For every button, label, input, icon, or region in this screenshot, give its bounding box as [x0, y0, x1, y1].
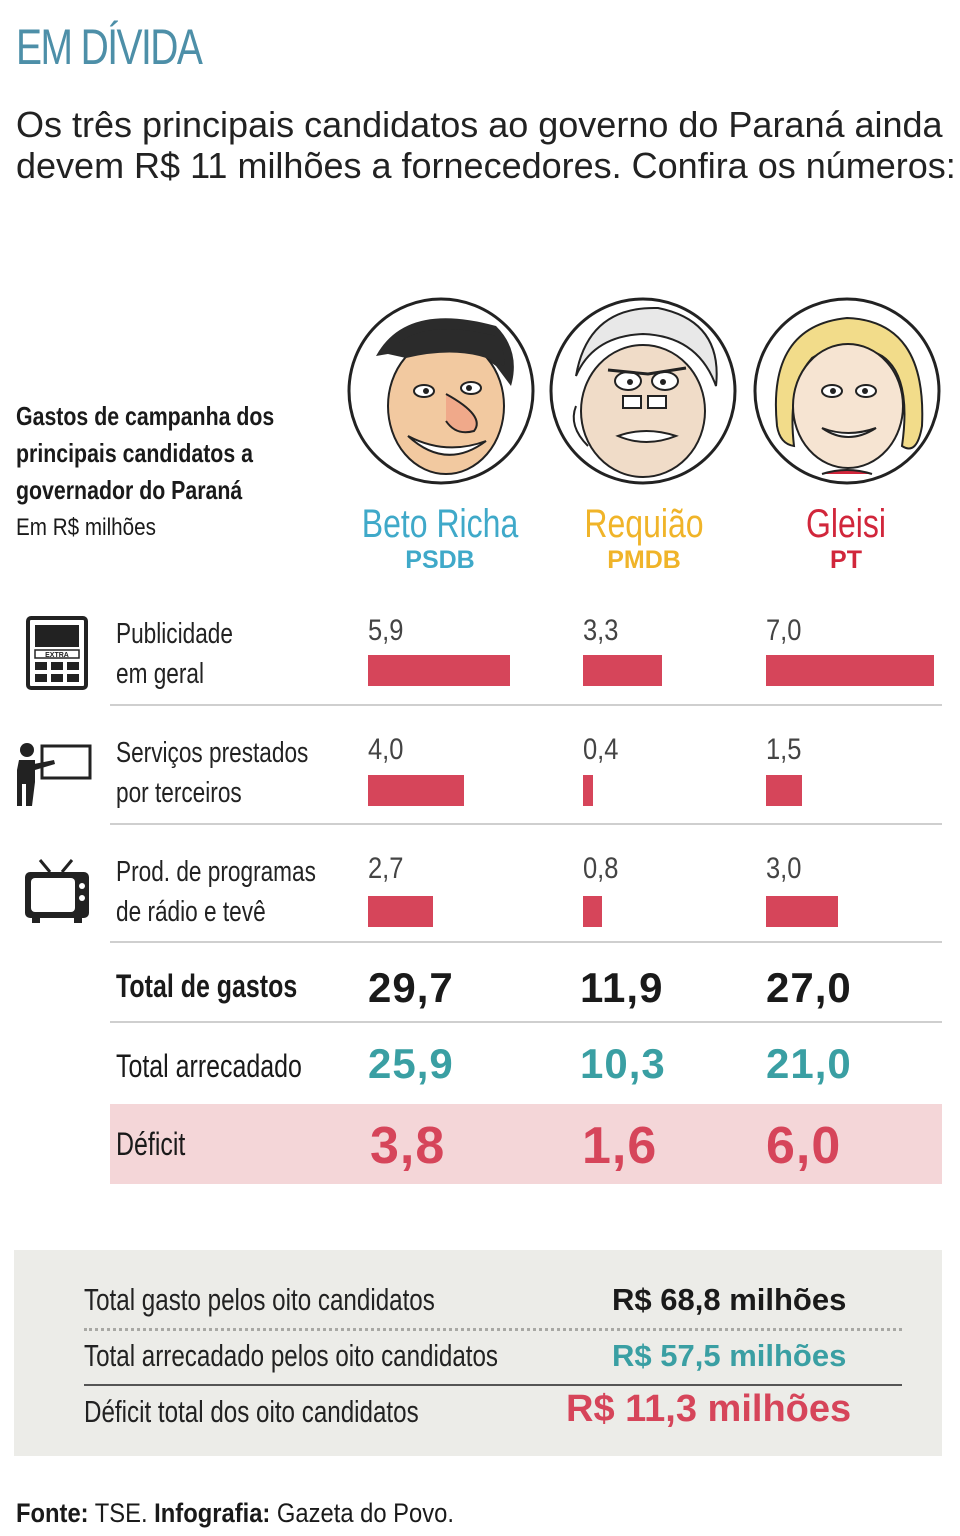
value-label: 7,0	[766, 614, 802, 647]
total-raised-value: 25,9	[368, 1040, 454, 1087]
beto-richa-portrait	[347, 297, 535, 485]
source-text: TSE.	[88, 1498, 155, 1528]
total-raised-label: Total arrecadado	[116, 1048, 302, 1084]
summary-label-raised: Total arrecadado pelos oito candidatos	[84, 1338, 499, 1373]
deficit-label: Déficit	[116, 1126, 186, 1162]
requiao-portrait	[549, 297, 737, 485]
total-raised-value: 21,0	[766, 1040, 852, 1087]
deficit-row-background	[110, 1104, 942, 1184]
value-label: 3,0	[766, 852, 802, 885]
row-divider	[110, 704, 942, 706]
candidate-name-gleisi: Gleisi	[805, 502, 887, 546]
total-raised-value: 10,3	[580, 1040, 666, 1087]
row-divider	[110, 941, 942, 943]
deficit-value: 1,6	[582, 1117, 658, 1175]
intro-text: Os três principais candidatos ao governo…	[16, 104, 956, 186]
summary-label-deficit: Déficit total dos oito candidatos	[84, 1394, 419, 1429]
category-label-line: Prod. de programas	[116, 856, 316, 888]
page-title: EM DÍVIDA	[16, 19, 203, 75]
value-label: 3,3	[583, 614, 619, 647]
candidate-name-beto-richa: Beto Richa	[361, 502, 519, 546]
summary-divider	[84, 1328, 902, 1331]
total-spent-value: 11,9	[580, 964, 664, 1011]
bar	[368, 655, 510, 686]
presenter-icon	[17, 743, 92, 806]
summary-box: Total gasto pelos oito candidatos R$ 68,…	[14, 1250, 942, 1456]
candidate-party-pt: PT	[830, 546, 862, 574]
total-spent-label: Total de gastos	[116, 968, 298, 1004]
category-label-line: Publicidade	[116, 618, 233, 650]
row-divider	[110, 823, 942, 825]
category-label-line: por terceiros	[116, 777, 242, 809]
svg-text:EXTRA: EXTRA	[45, 652, 69, 659]
value-label: 1,5	[766, 733, 802, 766]
category-label-servicos: Serviços prestados por terceiros	[116, 733, 308, 813]
bar	[766, 896, 838, 927]
category-label-producao: Prod. de programas de rádio e tevê	[116, 852, 316, 932]
summary-value-spent: R$ 68,8 milhões	[612, 1282, 847, 1317]
gleisi-portrait	[753, 297, 941, 485]
summary-label-spent: Total gasto pelos oito candidatos	[84, 1282, 435, 1317]
newspaper-icon: EXTRA	[26, 616, 88, 690]
value-label: 4,0	[368, 733, 404, 766]
value-label: 2,7	[368, 852, 404, 885]
category-label-line: em geral	[116, 658, 205, 690]
total-spent-value: 29,7	[368, 964, 454, 1011]
bar	[368, 775, 464, 806]
candidate-name-requiao: Requião	[584, 502, 704, 546]
tv-icon	[25, 859, 89, 923]
bar	[766, 655, 934, 686]
category-label-line: de rádio e tevê	[116, 896, 266, 928]
candidate-party-psdb: PSDB	[405, 546, 475, 574]
bar	[766, 775, 802, 806]
bar	[583, 655, 662, 686]
total-spent-value: 27,0	[766, 964, 852, 1011]
bar	[583, 775, 593, 806]
value-label: 0,4	[583, 733, 619, 766]
deficit-value: 3,8	[370, 1117, 446, 1175]
chart-unit: Em R$ milhões	[16, 514, 156, 541]
value-label: 0,8	[583, 852, 619, 885]
chart-title: Gastos de campanha dos principais candid…	[16, 401, 275, 505]
source-label: Fonte:	[16, 1498, 89, 1528]
summary-value-deficit: R$ 11,3 milhões	[566, 1388, 852, 1430]
candidate-party-pmdb: PMDB	[607, 546, 681, 574]
bar	[583, 896, 602, 927]
category-label-line: Serviços prestados	[116, 737, 309, 769]
credit-text: Gazeta do Povo.	[270, 1498, 454, 1528]
credit-label: Infografia:	[154, 1498, 271, 1528]
category-label-publicidade: Publicidade em geral	[116, 614, 233, 694]
summary-divider	[84, 1384, 902, 1386]
bar	[368, 896, 433, 927]
value-label: 5,9	[368, 614, 404, 647]
deficit-value: 6,0	[766, 1117, 842, 1175]
row-divider	[110, 1021, 942, 1023]
source-credit: Fonte: TSE. Infografia: Gazeta do Povo.	[16, 1498, 454, 1529]
summary-value-raised: R$ 57,5 milhões	[612, 1338, 847, 1373]
